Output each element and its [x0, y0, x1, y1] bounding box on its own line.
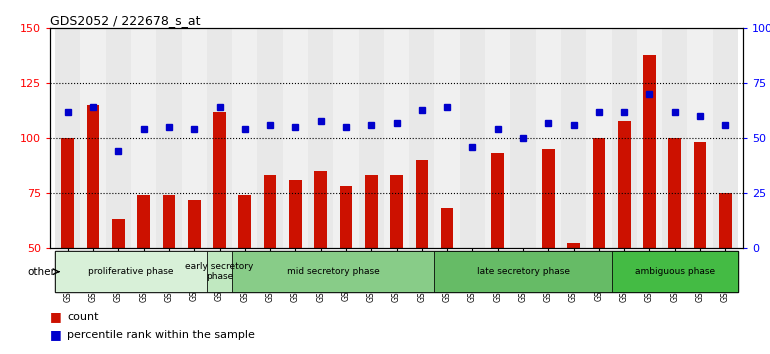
Text: ambiguous phase: ambiguous phase [634, 267, 715, 276]
Bar [131, 28, 156, 248]
Bar [333, 28, 359, 248]
Bar [365, 175, 377, 248]
Text: other: other [27, 267, 55, 277]
Bar [80, 28, 105, 248]
Text: percentile rank within the sample: percentile rank within the sample [67, 330, 255, 339]
Bar [340, 186, 353, 248]
Bar [611, 28, 637, 248]
Bar [314, 171, 327, 248]
Bar [440, 208, 454, 248]
Bar [416, 160, 428, 248]
Bar [466, 248, 479, 336]
Bar [434, 28, 460, 248]
Bar [182, 28, 207, 248]
Bar [719, 193, 732, 248]
Bar [289, 180, 302, 248]
Bar [239, 195, 251, 248]
Bar [264, 175, 276, 248]
Bar [257, 28, 283, 248]
Bar [188, 200, 200, 248]
Bar [359, 28, 384, 248]
Text: late secretory phase: late secretory phase [477, 267, 570, 276]
Bar [137, 195, 150, 248]
Bar [213, 112, 226, 248]
Bar [561, 28, 586, 248]
Bar [611, 251, 738, 292]
Bar [390, 175, 403, 248]
Bar [586, 28, 611, 248]
Bar [485, 28, 511, 248]
Bar [232, 251, 434, 292]
Bar [384, 28, 409, 248]
Bar [567, 244, 580, 248]
Text: proliferative phase: proliferative phase [89, 267, 174, 276]
Bar [207, 251, 232, 292]
Text: count: count [67, 312, 99, 322]
Bar [662, 28, 688, 248]
Bar [593, 138, 605, 248]
Bar [694, 142, 706, 248]
Bar [536, 28, 561, 248]
Bar [713, 28, 738, 248]
Bar [105, 28, 131, 248]
Bar [232, 28, 257, 248]
Bar [55, 251, 207, 292]
Bar [517, 248, 529, 270]
Bar [62, 138, 74, 248]
Bar [87, 105, 99, 248]
Bar [511, 28, 536, 248]
Bar [460, 28, 485, 248]
Bar [491, 153, 504, 248]
Text: early secretory
phase: early secretory phase [186, 262, 253, 281]
Bar [308, 28, 333, 248]
Bar [156, 28, 182, 248]
Bar [637, 28, 662, 248]
Bar [688, 28, 713, 248]
Text: mid secretory phase: mid secretory phase [287, 267, 380, 276]
Text: ■: ■ [50, 328, 62, 341]
Text: ■: ■ [50, 310, 62, 323]
Bar [542, 149, 554, 248]
Bar [112, 219, 125, 248]
Text: GDS2052 / 222678_s_at: GDS2052 / 222678_s_at [50, 14, 200, 27]
Bar [55, 28, 80, 248]
Bar [283, 28, 308, 248]
Bar [207, 28, 232, 248]
Bar [643, 55, 656, 248]
Bar [434, 251, 611, 292]
Bar [668, 138, 681, 248]
Bar [618, 120, 631, 248]
Bar [162, 195, 176, 248]
Bar [409, 28, 434, 248]
